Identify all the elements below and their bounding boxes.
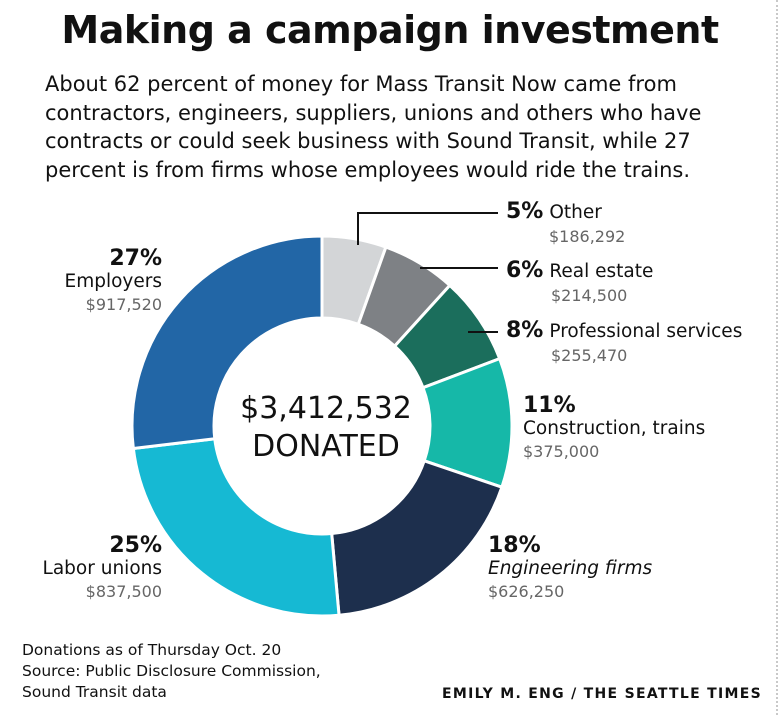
amount-employers: $917,520 xyxy=(85,295,162,314)
footnote-date: Donations as of Thursday Oct. 20 xyxy=(22,641,282,659)
pct-professional-services: 8% xyxy=(506,318,544,343)
footnote-source-cont: Sound Transit data xyxy=(22,683,167,701)
label-real-estate: 6% Real estate $214,500 xyxy=(506,258,653,305)
label-labor-unions: 25% Labor unions $837,500 xyxy=(43,533,162,601)
credit-line: EMILY M. ENG / THE SEATTLE TIMES xyxy=(441,686,762,702)
pct-construction-trains: 11% xyxy=(523,393,576,418)
slice-employers xyxy=(130,234,324,451)
slice-labor-unions xyxy=(131,437,341,618)
pct-labor-unions: 25% xyxy=(109,533,162,558)
name-professional-services: Professional services xyxy=(549,321,743,342)
footnote: Donations as of Thursday Oct. 20 Source:… xyxy=(22,640,321,703)
total-amount: $3,412,532 xyxy=(240,391,412,426)
name-engineering-firms: Engineering firms xyxy=(488,558,653,579)
chart-title: Making a campaign investment xyxy=(61,8,719,52)
name-other: Other xyxy=(549,202,602,223)
amount-construction-trains: $375,000 xyxy=(523,442,600,461)
label-construction-trains: 11% Construction, trains $375,000 xyxy=(523,393,705,461)
pct-employers: 27% xyxy=(109,246,162,271)
label-other: 5% Other $186,292 xyxy=(506,199,625,246)
leader-line-other xyxy=(357,212,498,245)
donut-center-text: $3,412,532 DONATED xyxy=(226,390,426,466)
name-real-estate: Real estate xyxy=(549,261,654,282)
pct-real-estate: 6% xyxy=(506,258,544,283)
amount-other: $186,292 xyxy=(549,227,626,246)
pct-engineering-firms: 18% xyxy=(488,533,541,558)
name-construction-trains: Construction, trains xyxy=(523,418,706,439)
label-employers: 27% Employers $917,520 xyxy=(65,246,163,314)
page-edge-rule xyxy=(776,0,778,715)
name-employers: Employers xyxy=(64,271,163,292)
amount-engineering-firms: $626,250 xyxy=(488,582,565,601)
chart-subtitle: About 62 percent of money for Mass Trans… xyxy=(45,72,702,182)
label-professional-services: 8% Professional services $255,470 xyxy=(506,318,742,365)
footnote-source: Source: Public Disclosure Commission, xyxy=(22,662,321,680)
label-engineering-firms: 18% Engineering firms $626,250 xyxy=(488,533,652,601)
amount-real-estate: $214,500 xyxy=(551,286,628,305)
slice-engineering-firms xyxy=(330,458,504,617)
pct-other: 5% xyxy=(506,199,544,224)
total-label: DONATED xyxy=(252,429,400,464)
name-labor-unions: Labor unions xyxy=(42,558,162,579)
amount-labor-unions: $837,500 xyxy=(85,582,162,601)
amount-professional-services: $255,470 xyxy=(551,346,628,365)
